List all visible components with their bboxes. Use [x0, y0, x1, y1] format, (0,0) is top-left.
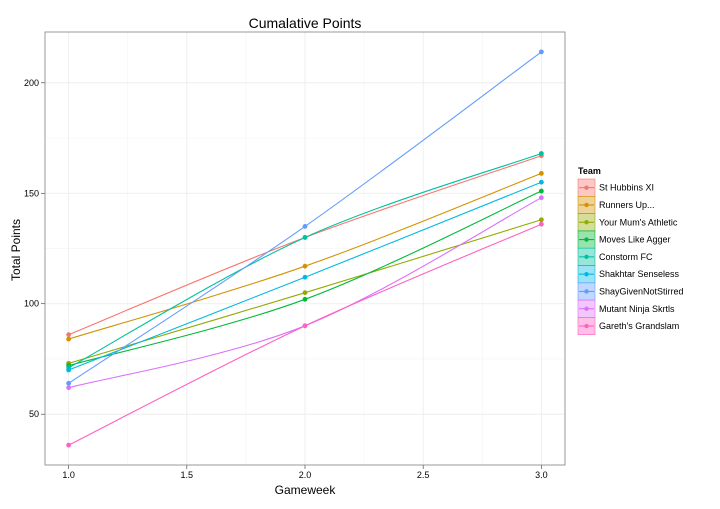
legend-key-point [584, 220, 589, 225]
legend-key-point [584, 185, 589, 190]
data-point [66, 380, 72, 386]
legend-label: Constorm FC [599, 252, 653, 262]
x-tick-label: 2.5 [417, 470, 430, 480]
legend-label: Moves Like Agger [599, 235, 671, 245]
plot-border [44, 31, 566, 466]
x-tick-label: 2.0 [299, 470, 312, 480]
legend-label: Shakhtar Senseless [599, 269, 680, 279]
data-point [302, 263, 308, 269]
data-point [302, 274, 308, 280]
data-point [66, 332, 72, 338]
y-tick-label: 200 [24, 78, 39, 88]
legend-label: St Hubbins XI [599, 183, 654, 193]
data-point [538, 179, 544, 185]
data-point [302, 224, 308, 229]
y-axis-label: Total Points [9, 219, 23, 281]
legend-label: Your Mum's Athletic [599, 217, 678, 227]
x-tick-label: 3.0 [535, 470, 548, 480]
data-point [66, 336, 72, 342]
data-point [538, 188, 544, 194]
chart-title: Cumalative Points [249, 15, 362, 31]
plot-area: 1.0 1.5 2.0 2.5 3.0 50 100 150 200 [24, 31, 566, 480]
x-tick-label: 1.0 [62, 470, 75, 480]
legend-key-point [584, 271, 589, 277]
data-point [538, 217, 544, 223]
data-point [66, 367, 72, 373]
y-tick-label: 50 [29, 409, 39, 419]
data-point [302, 235, 308, 240]
legend-key-point [584, 323, 589, 329]
legend: Team St Hubbins XI Runners Up... Your Mum's… [577, 166, 684, 335]
data-point [538, 49, 544, 55]
legend-key-point [584, 289, 589, 294]
data-point [302, 296, 308, 302]
y-tick-label: 100 [24, 299, 39, 309]
legend-label: Runners Up... [599, 200, 655, 210]
data-point [66, 442, 72, 448]
data-point [538, 221, 544, 227]
x-axis-label: Gameweek [275, 483, 337, 497]
legend-key-point [584, 306, 589, 311]
legend-label: ShayGivenNotStirred [599, 286, 684, 296]
data-point [66, 385, 72, 391]
data-point [538, 195, 544, 201]
data-point [538, 170, 544, 176]
legend-label: Mutant Ninja Skrtls [599, 304, 675, 314]
legend-key-point [584, 254, 589, 260]
data-point [302, 290, 308, 296]
legend-label: Gareth's Grandslam [599, 321, 679, 331]
data-point [538, 151, 544, 156]
legend-key-point [584, 237, 589, 242]
legend-title: Team [578, 166, 601, 176]
data-point [302, 323, 308, 329]
y-tick-label: 150 [24, 188, 39, 198]
x-tick-label: 1.5 [181, 470, 194, 480]
legend-key-point [584, 202, 589, 208]
